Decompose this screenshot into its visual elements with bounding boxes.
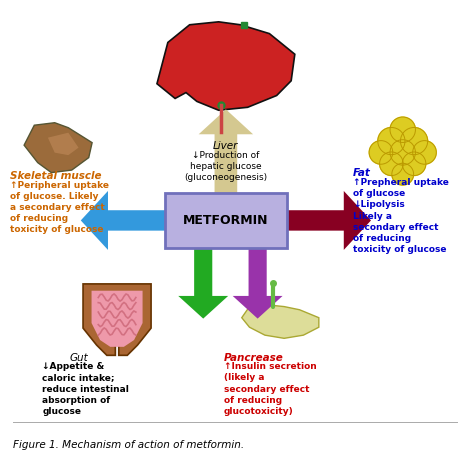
Polygon shape xyxy=(91,291,143,347)
Text: Fat: Fat xyxy=(353,168,371,178)
Circle shape xyxy=(369,140,393,164)
Circle shape xyxy=(401,128,428,155)
Text: Pancrease: Pancrease xyxy=(224,353,283,363)
Circle shape xyxy=(390,140,415,165)
Circle shape xyxy=(380,152,403,175)
Polygon shape xyxy=(48,133,79,155)
Text: ↑Prepheral uptake
of glucose
↓Lipolysis
Likely a
secondary effect
of reducing
to: ↑Prepheral uptake of glucose ↓Lipolysis … xyxy=(353,178,449,254)
Polygon shape xyxy=(157,22,295,110)
Circle shape xyxy=(392,163,414,185)
Text: Figure 1. Mechanism of action of metformin.: Figure 1. Mechanism of action of metform… xyxy=(13,440,244,450)
Text: Gut: Gut xyxy=(69,353,88,363)
Text: METFORMIN: METFORMIN xyxy=(183,214,269,227)
Text: Liver: Liver xyxy=(213,141,238,151)
Polygon shape xyxy=(178,246,228,319)
Polygon shape xyxy=(199,109,253,196)
Polygon shape xyxy=(24,123,92,173)
FancyBboxPatch shape xyxy=(164,193,287,248)
Text: ↓Production of
hepatic glucose
(gluconeogenesis): ↓Production of hepatic glucose (gluconeo… xyxy=(184,151,267,182)
Circle shape xyxy=(413,140,436,164)
Circle shape xyxy=(390,117,415,142)
Polygon shape xyxy=(285,191,371,250)
Text: Skeletal muscle: Skeletal muscle xyxy=(10,171,102,180)
Text: ↓Appetite &
caloric intake;
reduce intestinal
absorption of
glucose: ↓Appetite & caloric intake; reduce intes… xyxy=(42,362,129,416)
Polygon shape xyxy=(233,246,283,319)
Circle shape xyxy=(378,128,405,155)
Polygon shape xyxy=(81,191,167,250)
Text: ↑Peripheral uptake
of glucose. Likely
a secondary effect
of reducing
toxicity of: ↑Peripheral uptake of glucose. Likely a … xyxy=(10,180,109,234)
Polygon shape xyxy=(83,284,151,355)
Text: ↑Insulin secretion
(likely a
secondary effect
of reducing
glucotoxicity): ↑Insulin secretion (likely a secondary e… xyxy=(224,362,316,416)
Polygon shape xyxy=(242,305,319,338)
Circle shape xyxy=(402,152,426,175)
